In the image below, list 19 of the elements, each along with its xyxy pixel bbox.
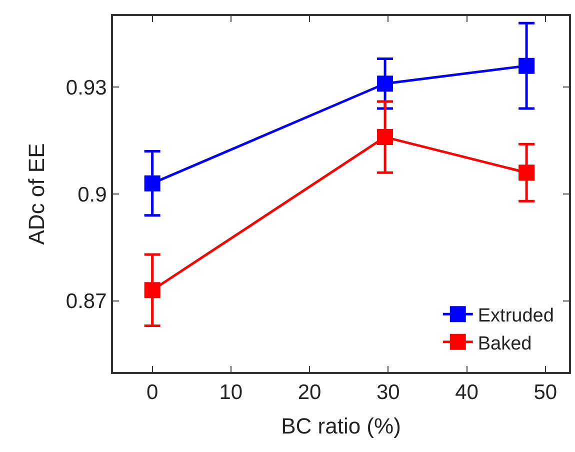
- legend-label: Extruded: [478, 306, 554, 327]
- y-tick-label: 0.87: [66, 290, 107, 314]
- x-tick-label: 40: [455, 381, 478, 404]
- x-axis-title: BC ratio (%): [281, 414, 401, 439]
- x-tick-label: 50: [534, 381, 558, 404]
- y-axis-title: ADc of EE: [24, 143, 50, 245]
- point: [144, 175, 160, 192]
- legend-label: Baked: [478, 333, 532, 354]
- point: [377, 129, 394, 146]
- point: [377, 76, 394, 92]
- y-tick-label: 0.93: [66, 76, 107, 100]
- y-tick-label: 0.9: [78, 183, 107, 206]
- x-tick-label: 30: [376, 381, 400, 404]
- point: [144, 282, 160, 298]
- x-tick-label: 20: [298, 381, 322, 404]
- point: [518, 164, 535, 181]
- point: [518, 58, 535, 74]
- x-tick-label: 10: [219, 381, 243, 404]
- x-tick-label: 0: [146, 381, 158, 404]
